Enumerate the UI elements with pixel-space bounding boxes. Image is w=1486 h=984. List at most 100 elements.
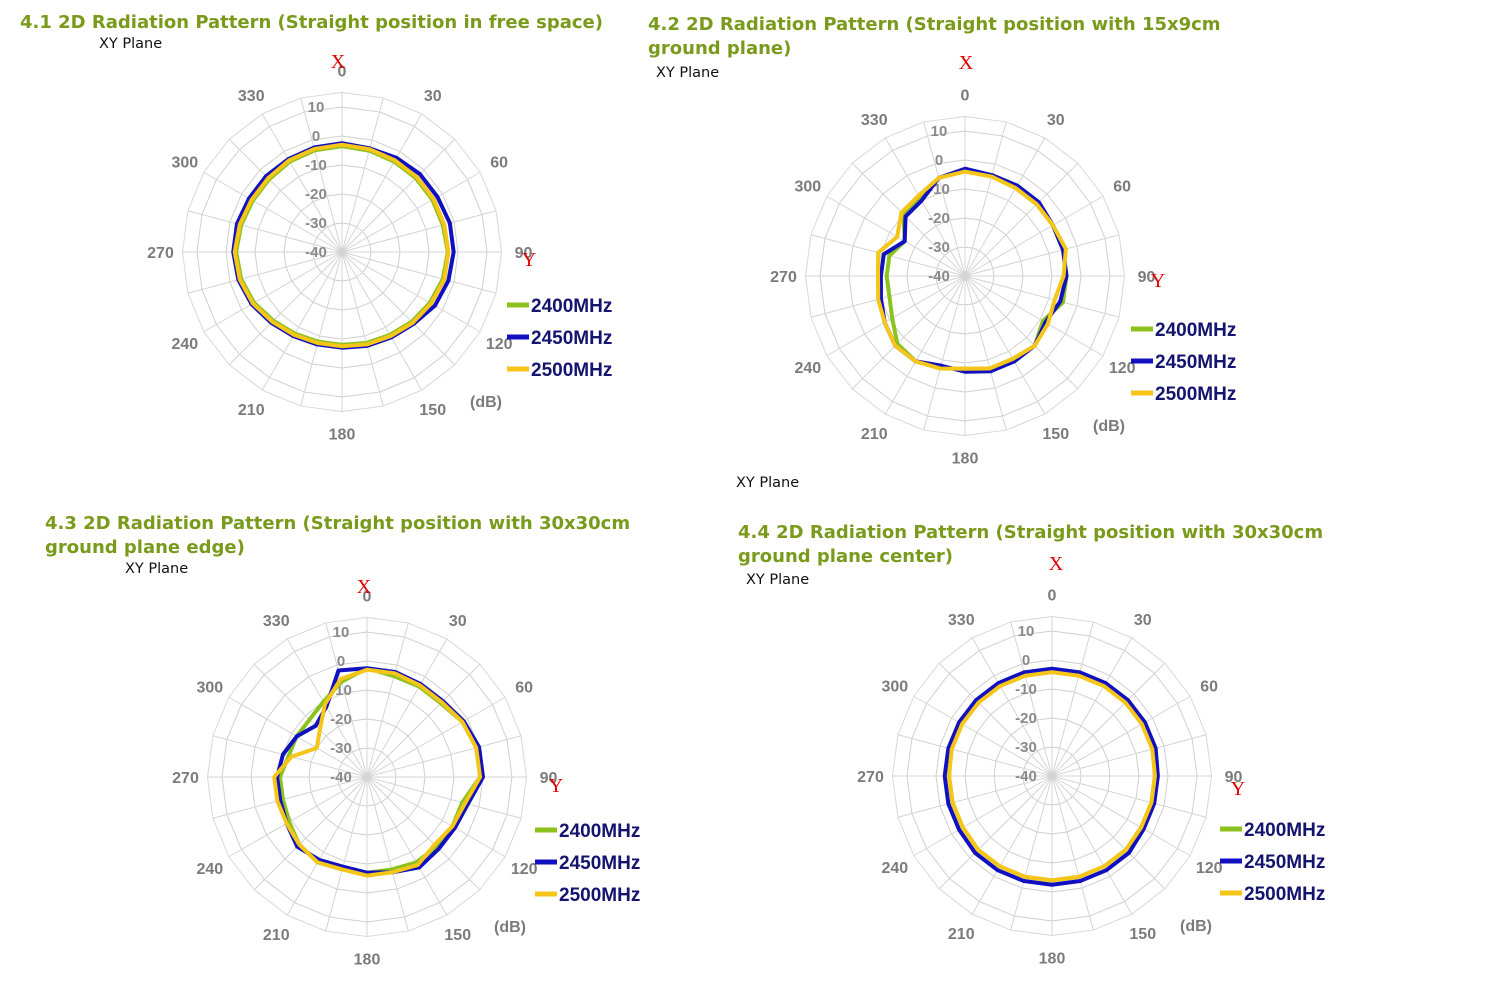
radial-tick-label: 10 <box>1018 623 1035 640</box>
grid-spoke <box>228 251 343 366</box>
radial-tick-label: 10 <box>931 123 948 140</box>
radial-tick-label: 0 <box>312 128 320 145</box>
grid-spoke <box>187 251 343 294</box>
radial-tick-label: -10 <box>305 157 327 174</box>
grid-spoke <box>203 171 343 253</box>
radial-tick-label: -40 <box>928 268 950 285</box>
angle-tick-label: 270 <box>857 769 884 786</box>
legend-label: 2500MHz <box>1155 384 1236 405</box>
angle-tick-label: 120 <box>486 336 513 353</box>
grid-spoke <box>341 138 456 253</box>
grid-spoke <box>1010 775 1053 931</box>
angle-tick-label: 30 <box>449 613 467 630</box>
grid-spoke <box>964 137 1046 277</box>
grid-spoke <box>341 113 423 253</box>
radial-tick-label: -20 <box>928 210 950 227</box>
plane-label-4-4: XY Plane <box>746 572 810 588</box>
grid-spoke <box>341 171 481 253</box>
legend-label: 2400MHz <box>531 296 612 317</box>
angle-tick-label: 30 <box>1134 612 1152 629</box>
angle-tick-label: 90 <box>540 770 558 787</box>
angle-tick-label: 300 <box>794 178 821 195</box>
grid-spoke <box>964 162 1079 277</box>
angle-tick-label: 240 <box>196 861 223 878</box>
angle-tick-label: 90 <box>515 245 533 262</box>
unit-label: (dB) <box>494 919 526 936</box>
angle-tick-label: 30 <box>1047 112 1065 129</box>
angle-tick-label: 270 <box>172 770 199 787</box>
angle-tick-label: 180 <box>354 952 381 969</box>
grid-spoke <box>366 776 522 819</box>
grid-spoke <box>938 662 1053 777</box>
radial-tick-label: -20 <box>1015 710 1037 727</box>
y-axis-label: Y <box>522 249 536 271</box>
grid-spoke <box>1051 775 1094 931</box>
grid-spoke <box>884 275 966 415</box>
angle-tick-label: 60 <box>515 679 533 696</box>
grid-spoke <box>325 622 368 778</box>
y-axis-label: Y <box>1231 778 1245 800</box>
grid-spoke <box>366 776 409 932</box>
angle-tick-label: 270 <box>770 269 797 286</box>
grid-spoke <box>228 776 368 858</box>
grid-spoke <box>366 776 481 891</box>
grid-spoke <box>366 735 522 778</box>
grid-spoke <box>897 775 1053 818</box>
grid-spoke <box>341 97 384 253</box>
grid-spoke <box>1051 775 1207 818</box>
radial-tick-label: -30 <box>928 239 950 256</box>
plane-label-4-1: XY Plane <box>99 36 163 52</box>
grid-spoke <box>253 776 368 891</box>
grid-spoke <box>964 275 1104 357</box>
radial-tick-label: 0 <box>1022 652 1030 669</box>
grid-spoke <box>964 275 1046 415</box>
angle-tick-label: 270 <box>147 245 174 262</box>
grid-spoke <box>938 775 1053 890</box>
angle-tick-label: 330 <box>861 112 888 129</box>
angle-tick-label: 240 <box>794 360 821 377</box>
angle-tick-label: 120 <box>1109 360 1136 377</box>
angle-tick-label: 150 <box>1129 926 1156 943</box>
angle-tick-label: 300 <box>171 154 198 171</box>
polar-chart-3: 0306090120150180210240270300330100-10-20… <box>172 576 640 969</box>
grid-spoke <box>261 251 343 391</box>
angle-tick-label: 150 <box>419 402 446 419</box>
grid-spoke <box>964 234 1120 277</box>
unit-label: (dB) <box>1093 418 1125 435</box>
radial-tick-label: -30 <box>305 215 327 232</box>
radial-tick-label: 0 <box>337 653 345 670</box>
plane-label-4-3: XY Plane <box>125 561 189 577</box>
angle-tick-label: 240 <box>171 336 198 353</box>
legend-label: 2500MHz <box>1244 884 1325 905</box>
grid-spoke <box>923 121 966 277</box>
grid-spoke <box>203 251 343 333</box>
grid-spoke <box>300 97 343 253</box>
radial-tick-label: 0 <box>935 152 943 169</box>
radial-tick-label: -40 <box>1015 768 1037 785</box>
section-title-4-2: 4.2 2D Radiation Pattern (Straight posit… <box>648 14 1221 59</box>
grid-spoke <box>212 776 368 819</box>
grid-spoke <box>366 776 506 858</box>
grid-spoke <box>964 275 1079 390</box>
grid-spoke <box>187 210 343 253</box>
grid-spoke <box>1051 775 1133 915</box>
grid-spoke <box>366 663 481 778</box>
angle-tick-label: 210 <box>948 926 975 943</box>
polar-chart-4: 0 30 60 90 120 150 180 210 240 270 300 330 10 0 -10 -20… <box>857 553 1325 968</box>
radial-tick-label: -40 <box>330 769 352 786</box>
series-line-2500MHz <box>272 667 483 878</box>
unit-label: (dB) <box>1180 918 1212 935</box>
grid-spoke <box>1051 695 1191 777</box>
grid-spoke <box>964 275 1007 431</box>
angle-tick-label: 120 <box>1196 860 1223 877</box>
legend-label: 2450MHz <box>559 853 640 874</box>
grid-spoke <box>261 113 343 253</box>
y-axis-label: Y <box>549 775 563 797</box>
angle-tick-label: 210 <box>238 402 265 419</box>
polar-chart-2: 0306090120150180210240270300330100-10-20… <box>770 52 1236 468</box>
grid-spoke <box>325 776 368 932</box>
grid-spoke <box>1010 621 1053 777</box>
legend-label: 2400MHz <box>559 821 640 842</box>
x-axis-label: X <box>959 52 974 74</box>
grid-spoke <box>913 775 1053 857</box>
